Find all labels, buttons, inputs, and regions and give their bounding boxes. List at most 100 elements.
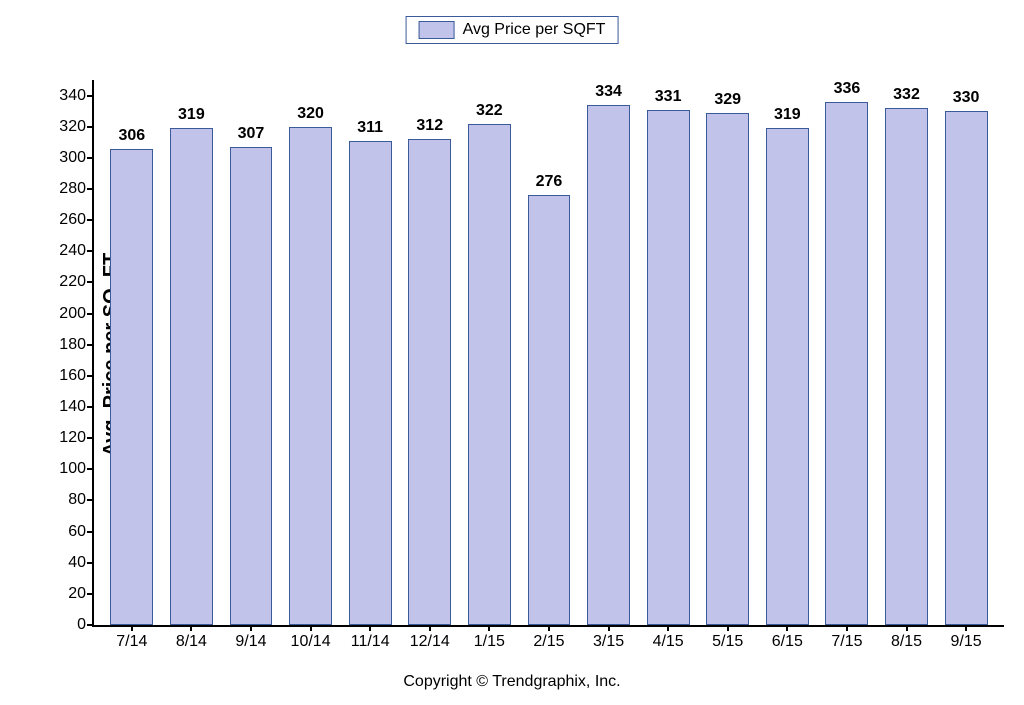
bar-slot: 2762/15 [519,80,579,625]
y-tick-label: 160 [42,367,86,385]
bar [408,139,451,625]
y-tick-label: 240 [42,242,86,260]
bar-value-label: 334 [595,83,622,101]
y-tick-label: 120 [42,429,86,447]
bar-slot: 3221/15 [460,80,520,625]
x-tick-label: 3/15 [593,633,624,651]
y-tick-mark [87,126,94,128]
y-tick-label: 80 [42,491,86,509]
x-tick-label: 10/14 [291,633,331,651]
y-tick-label: 300 [42,149,86,167]
bar [110,149,153,625]
bar [945,111,988,625]
bar-value-label: 331 [655,88,682,106]
copyright-text: Copyright © Trendgraphix, Inc. [0,673,1024,691]
x-tick-label: 1/15 [474,633,505,651]
x-tick-mark [250,625,252,631]
x-tick-mark [667,625,669,631]
x-tick-label: 2/15 [533,633,564,651]
y-tick-label: 40 [42,554,86,572]
y-tick-label: 140 [42,398,86,416]
x-tick-label: 7/14 [116,633,147,651]
x-tick-label: 12/14 [410,633,450,651]
y-tick-label: 260 [42,211,86,229]
bar [349,141,392,625]
bar [528,195,571,625]
bar-slot: 32010/14 [281,80,341,625]
bar [468,124,511,625]
bar-slot: 3295/15 [698,80,758,625]
x-tick-mark [965,625,967,631]
y-tick-mark [87,281,94,283]
bar-slot: 3309/15 [936,80,996,625]
x-tick-label: 8/14 [176,633,207,651]
y-tick-label: 200 [42,305,86,323]
y-tick-mark [87,375,94,377]
x-tick-mark [608,625,610,631]
bar-slot: 3198/14 [162,80,222,625]
y-tick-label: 220 [42,273,86,291]
bar-slot: 3079/14 [221,80,281,625]
bar [885,108,928,625]
x-tick-label: 6/15 [772,633,803,651]
x-tick-label: 8/15 [891,633,922,651]
x-tick-mark [429,625,431,631]
y-tick-mark [87,468,94,470]
bar-slot: 3067/14 [102,80,162,625]
bar [647,110,690,625]
bar-value-label: 330 [953,89,980,107]
y-tick-mark [87,624,94,626]
x-tick-mark [488,625,490,631]
y-tick-mark [87,219,94,221]
y-tick-mark [87,313,94,315]
y-tick-mark [87,344,94,346]
x-tick-mark [727,625,729,631]
bar-slot: 3196/15 [758,80,818,625]
bar-slot: 3343/15 [579,80,639,625]
bar-value-label: 276 [536,173,563,191]
x-tick-mark [131,625,133,631]
bar [766,128,809,625]
legend-swatch [419,21,455,39]
x-tick-mark [310,625,312,631]
y-tick-label: 100 [42,460,86,478]
y-tick-label: 180 [42,336,86,354]
bar-value-label: 306 [118,127,145,145]
bar-slot: 3328/15 [877,80,937,625]
bar-value-label: 320 [297,105,324,123]
y-tick-label: 0 [42,616,86,634]
bar-value-label: 311 [357,119,383,137]
y-tick-mark [87,531,94,533]
bar [230,147,273,625]
chart-container: Avg Price per SQFT Avg. Price per SQ. FT… [0,0,1024,705]
x-tick-label: 9/15 [951,633,982,651]
bar-slot: 31111/14 [340,80,400,625]
y-tick-label: 60 [42,523,86,541]
y-tick-mark [87,250,94,252]
y-tick-label: 320 [42,118,86,136]
y-tick-mark [87,406,94,408]
bar-value-label: 336 [834,80,861,98]
bar [706,113,749,625]
x-tick-label: 11/14 [351,633,390,651]
x-tick-mark [846,625,848,631]
y-tick-mark [87,437,94,439]
legend: Avg Price per SQFT [406,16,619,44]
bar-value-label: 329 [714,91,741,109]
x-tick-label: 4/15 [653,633,684,651]
y-tick-mark [87,188,94,190]
bar-value-label: 322 [476,102,503,120]
x-tick-label: 7/15 [831,633,862,651]
bar-value-label: 307 [238,125,265,143]
plot-area: 3067/143198/143079/1432010/1431111/14312… [92,80,1004,627]
y-tick-mark [87,95,94,97]
bar [289,127,332,625]
bar [825,102,868,625]
legend-label: Avg Price per SQFT [463,21,606,39]
x-tick-label: 9/14 [235,633,266,651]
y-tick-label: 280 [42,180,86,198]
x-tick-mark [548,625,550,631]
bar-value-label: 319 [774,106,801,124]
y-tick-mark [87,593,94,595]
y-tick-label: 340 [42,87,86,105]
